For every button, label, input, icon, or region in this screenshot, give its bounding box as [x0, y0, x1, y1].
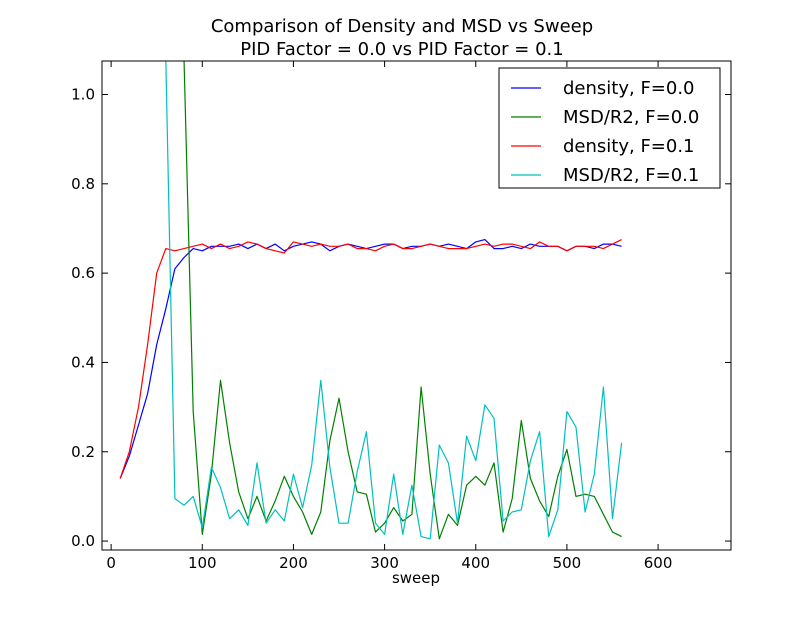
y-tick-label: 1.0 [71, 85, 95, 103]
y-tick-label: 0.8 [71, 175, 95, 193]
legend-label-1: density, F=0.0 [563, 78, 695, 99]
chart-subtitle: PID Factor = 0.0 vs PID Factor = 0.1 [240, 39, 563, 60]
legend-label-3: density, F=0.1 [563, 136, 695, 157]
series-line-1 [119, 239, 622, 479]
legend: density, F=0.0 MSD/R2, F=0.0 density, F=0.… [498, 67, 721, 189]
plot-frame [101, 60, 732, 551]
series-line-4 [165, 61, 623, 540]
y-tick-label: 0.4 [71, 353, 95, 371]
chart-title: Comparison of Density and MSD vs Sweep [211, 16, 593, 37]
y-tick-label: 0.2 [71, 443, 95, 461]
series-line-3 [119, 239, 622, 479]
x-tick-label: 100 [188, 554, 217, 572]
x-tick-label: 600 [644, 554, 673, 572]
y-tick-label: 0.0 [71, 532, 95, 550]
x-axis-label: sweep [392, 569, 440, 587]
series-layer [119, 61, 623, 540]
x-tick-label: 500 [553, 554, 582, 572]
x-tick-label: 300 [370, 554, 399, 572]
tick-layer: 0 100 200 300 400 500 600 0.0 0.2 0.4 0.6 0.8 1.0 [71, 61, 731, 572]
x-tick-label: 400 [461, 554, 490, 572]
x-tick-label: 200 [279, 554, 308, 572]
series-line-2 [183, 61, 622, 540]
legend-label-4: MSD/R2, F=0.1 [563, 165, 699, 186]
x-tick-label: 0 [106, 554, 116, 572]
y-tick-label: 0.6 [71, 264, 95, 282]
legend-label-2: MSD/R2, F=0.0 [563, 107, 699, 128]
